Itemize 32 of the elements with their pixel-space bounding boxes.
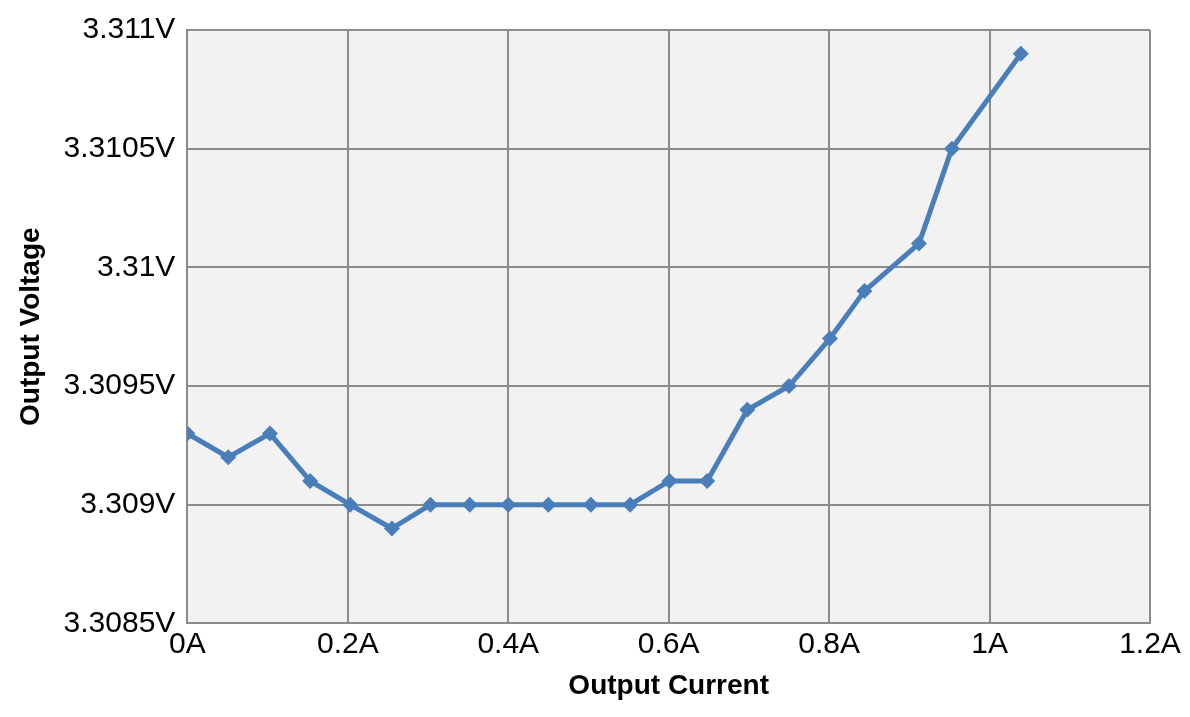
x-tick-label: 0.4A (477, 625, 540, 659)
point (821, 330, 838, 347)
x-tick-label: 0.2A (316, 625, 379, 659)
x-tick-label: 1A (971, 625, 1008, 659)
point (302, 472, 319, 489)
x-tick-label: 0.6A (637, 625, 700, 659)
y-tick-label: 3.3095V (63, 367, 176, 401)
x-axis-title: Output Current (568, 668, 769, 700)
point (461, 496, 478, 513)
point (739, 401, 756, 418)
point (781, 378, 798, 395)
point (500, 496, 517, 513)
y-tick-label: 3.311V (82, 11, 176, 45)
x-tick-label: 0.8A (798, 625, 860, 659)
point (910, 235, 927, 252)
point (261, 425, 278, 442)
point (661, 472, 678, 489)
point (422, 496, 439, 513)
point (622, 496, 639, 513)
point (540, 496, 557, 513)
y-axis-title: Output Voltage (13, 227, 45, 426)
point (943, 140, 960, 157)
y-tick-label: 3.309V (80, 485, 176, 519)
point (342, 496, 359, 513)
x-tick-label: 1.2A (1119, 625, 1181, 659)
point (1012, 45, 1029, 62)
point (220, 449, 237, 466)
point (383, 520, 400, 537)
point (856, 283, 873, 300)
point (699, 472, 716, 489)
y-tick-label: 3.3105V (63, 129, 176, 163)
y-tick-label: 3.31V (96, 248, 176, 282)
